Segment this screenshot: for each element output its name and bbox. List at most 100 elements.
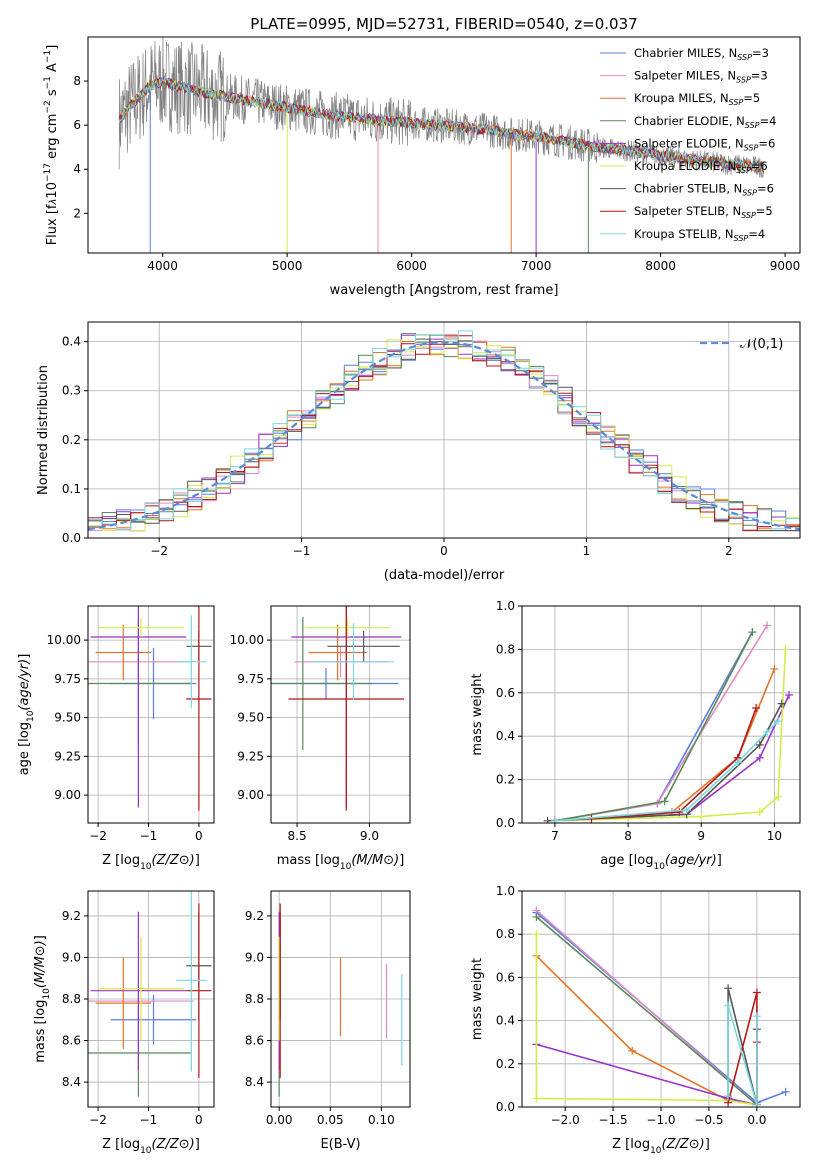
label-text: Z [log [102, 1137, 140, 1152]
mass-weight-line [727, 1005, 758, 1106]
x-tick-label: −2 [89, 829, 107, 843]
mass-weight-marker [781, 645, 790, 654]
x-axis-label: (data-model)/error [384, 568, 505, 583]
y-tick-label: 4 [73, 162, 81, 176]
label-math: (M/M⊙) [351, 853, 399, 868]
y-tick-label: 0.0 [62, 531, 81, 545]
y-tick-label: 8 [73, 74, 81, 88]
x-tick-label: 6000 [396, 259, 427, 273]
y-tick-label: 9.25 [237, 749, 264, 763]
y-tick-label: 2 [73, 206, 81, 220]
label-sub: 10 [42, 988, 52, 1000]
errorbar-area [278, 903, 403, 1097]
legend-entry: Kroupa ELODIE, NSSP=6 [634, 159, 768, 175]
legend-nssp: =6 [758, 136, 775, 150]
residual-histogram-panel: −2 −1 0 1 2 0.0 0.1 0.2 0.3 0.4 (data-model)/error… [36, 321, 801, 583]
label-text: Z [log [612, 1137, 650, 1152]
mass-weight-marker [752, 703, 761, 712]
y-tick-label: 0.6 [496, 970, 515, 984]
label-text: ] [195, 853, 200, 868]
label-math: (Z/Z⊙) [152, 853, 195, 868]
label-text: ] [399, 853, 404, 868]
x-tick-label: 0.0 [747, 1113, 766, 1127]
y-tick-label: 8.8 [62, 992, 81, 1006]
errorbar-point [305, 618, 390, 637]
errorbar-area [88, 606, 212, 811]
legend-entry: Salpeter STELIB, NSSP=5 [634, 204, 773, 220]
errorbar-point [98, 618, 184, 637]
errorbar-point [176, 615, 207, 709]
mass-weight-marker [543, 816, 552, 823]
y-tick-label: 10.00 [47, 633, 81, 647]
x-tick-label: 0 [195, 1113, 203, 1127]
y-axis-label: mass weight [470, 673, 485, 755]
mass-weight-marker [675, 808, 684, 817]
mass-weight-marker [785, 690, 794, 699]
x-tick-label: 0.05 [317, 1113, 344, 1127]
legend-label: Kroupa MILES, N [634, 91, 729, 105]
legend-label: Salpeter STELIB, N [634, 204, 741, 218]
legend-sub: SSP [736, 76, 751, 85]
legend-nssp: =3 [751, 69, 768, 83]
mass-weight-marker [752, 988, 761, 997]
label-math: (Z/Z⊙) [152, 1137, 195, 1152]
label-text: ] [17, 654, 32, 659]
y-tick-label: 9.50 [54, 711, 81, 725]
gaussian-curve [88, 341, 800, 531]
errorbar-point [95, 957, 151, 1049]
legend-label: Chabrier ELODIE, N [634, 114, 745, 128]
y-axis-label: mass [log10(M/M⊙)] [33, 935, 52, 1063]
y-tick-label: 10.00 [230, 633, 264, 647]
mass-weight-marker [697, 812, 706, 821]
errorbar-point [271, 616, 373, 751]
mass-weight-marker [532, 912, 541, 921]
x-axis-label: Z [log10(Z/Z⊙)] [102, 853, 200, 872]
y-axis-label: mass weight [470, 958, 485, 1040]
label-math: (M/M⊙) [33, 940, 48, 988]
y-axis-label-part: −2 [43, 100, 53, 113]
model-spectrum-line [119, 77, 765, 172]
x-axis-label: Z [log10(Z/Z⊙)] [612, 1137, 710, 1156]
legend-entry: Kroupa STELIB, NSSP=4 [634, 227, 765, 243]
y-tick-label: 9.75 [54, 672, 81, 686]
y-axis-label-part: erg cm [45, 114, 60, 163]
mass-weight-marker [770, 664, 779, 673]
y-tick-label: 0.0 [496, 1100, 515, 1114]
y-tick-label: 9.2 [245, 909, 264, 923]
y-tick-label: 8.8 [245, 992, 264, 1006]
y-tick-label: 0.2 [496, 773, 515, 787]
label-text: mass [log [277, 853, 340, 868]
mass-weight-marker [755, 808, 764, 817]
legend-sub: SSP [729, 98, 744, 107]
mass-weight-line [535, 916, 758, 1106]
mass-weight-marker [774, 717, 783, 726]
figure-title: PLATE=0995, MJD=52731, FIBERID=0540, z=0… [250, 15, 637, 33]
y-tick-label: 9.75 [237, 672, 264, 686]
y-axis-label-part: 10 [45, 182, 60, 199]
x-tick-label: 0.10 [368, 1113, 395, 1127]
legend-label: Salpeter ELODIE, N [634, 136, 744, 150]
y-axis-label-part: A [45, 63, 60, 76]
x-tick-label: 2 [725, 544, 733, 558]
y-axis-label-part: λ [48, 199, 59, 206]
label-text: Z [log [102, 853, 140, 868]
errorbar-point [186, 606, 212, 811]
legend-sub: SSP [744, 143, 759, 152]
mass-weight-marker [532, 1094, 541, 1103]
legend-label: Chabrier STELIB, N [634, 182, 742, 196]
legend-sub: SSP [741, 211, 756, 220]
errorbar-point [308, 624, 367, 681]
y-axis-label: Flux [fλ10−17 erg cm−2 s−1 A−1] [43, 45, 60, 246]
mass-weight-marker [733, 758, 742, 767]
x-axis-label: age [log10(age/yr)] [600, 853, 722, 872]
y-tick-label: 9.50 [237, 711, 264, 725]
y-axis-label-part: Flux [f [45, 204, 60, 245]
mass-weight-marker [763, 621, 772, 630]
axes-frame [270, 605, 411, 824]
mass-weight-marker [777, 699, 786, 708]
legend-nssp: =6 [751, 159, 768, 173]
y-tick-label: 6 [73, 118, 81, 132]
mass-weight-marker [628, 1046, 637, 1055]
errorbar-area [271, 606, 405, 811]
mass-weight-marker [755, 753, 764, 762]
